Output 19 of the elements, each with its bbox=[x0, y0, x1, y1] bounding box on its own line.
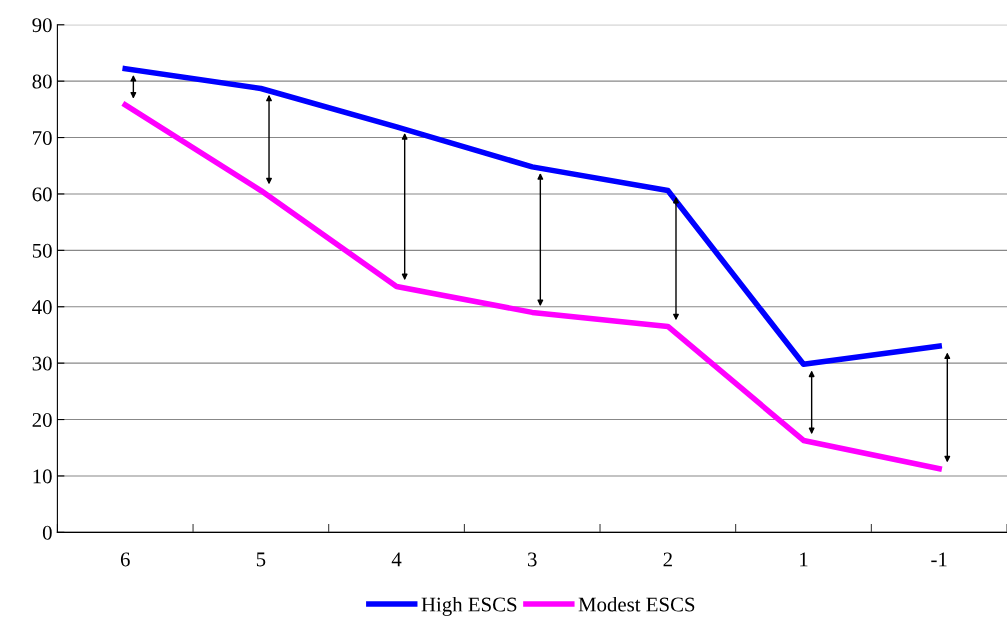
legend-label: High ESCS bbox=[421, 596, 517, 616]
y-tick-label: 20 bbox=[32, 412, 52, 427]
y-tick-label: 90 bbox=[32, 18, 52, 33]
x-tick-label: 6 bbox=[120, 552, 130, 567]
legend-label: Modest ESCS bbox=[578, 596, 695, 612]
x-tick-label: 1 bbox=[800, 552, 808, 567]
y-tick-label: 70 bbox=[33, 130, 52, 145]
x-tick-label: 2 bbox=[663, 552, 672, 567]
y-tick-label: 60 bbox=[32, 187, 52, 202]
x-tick-label: -1 bbox=[931, 552, 947, 567]
y-tick-label: 80 bbox=[32, 74, 52, 89]
y-tick-label: 40 bbox=[32, 300, 52, 315]
x-tick-label: 3 bbox=[527, 552, 537, 567]
y-tick-label: 10 bbox=[33, 469, 52, 484]
x-tick-label: 4 bbox=[391, 552, 402, 567]
y-tick-label: 50 bbox=[32, 243, 52, 258]
x-tick-label: 5 bbox=[256, 552, 266, 567]
y-tick-label: 30 bbox=[32, 356, 52, 371]
y-tick-label: 0 bbox=[42, 525, 52, 540]
